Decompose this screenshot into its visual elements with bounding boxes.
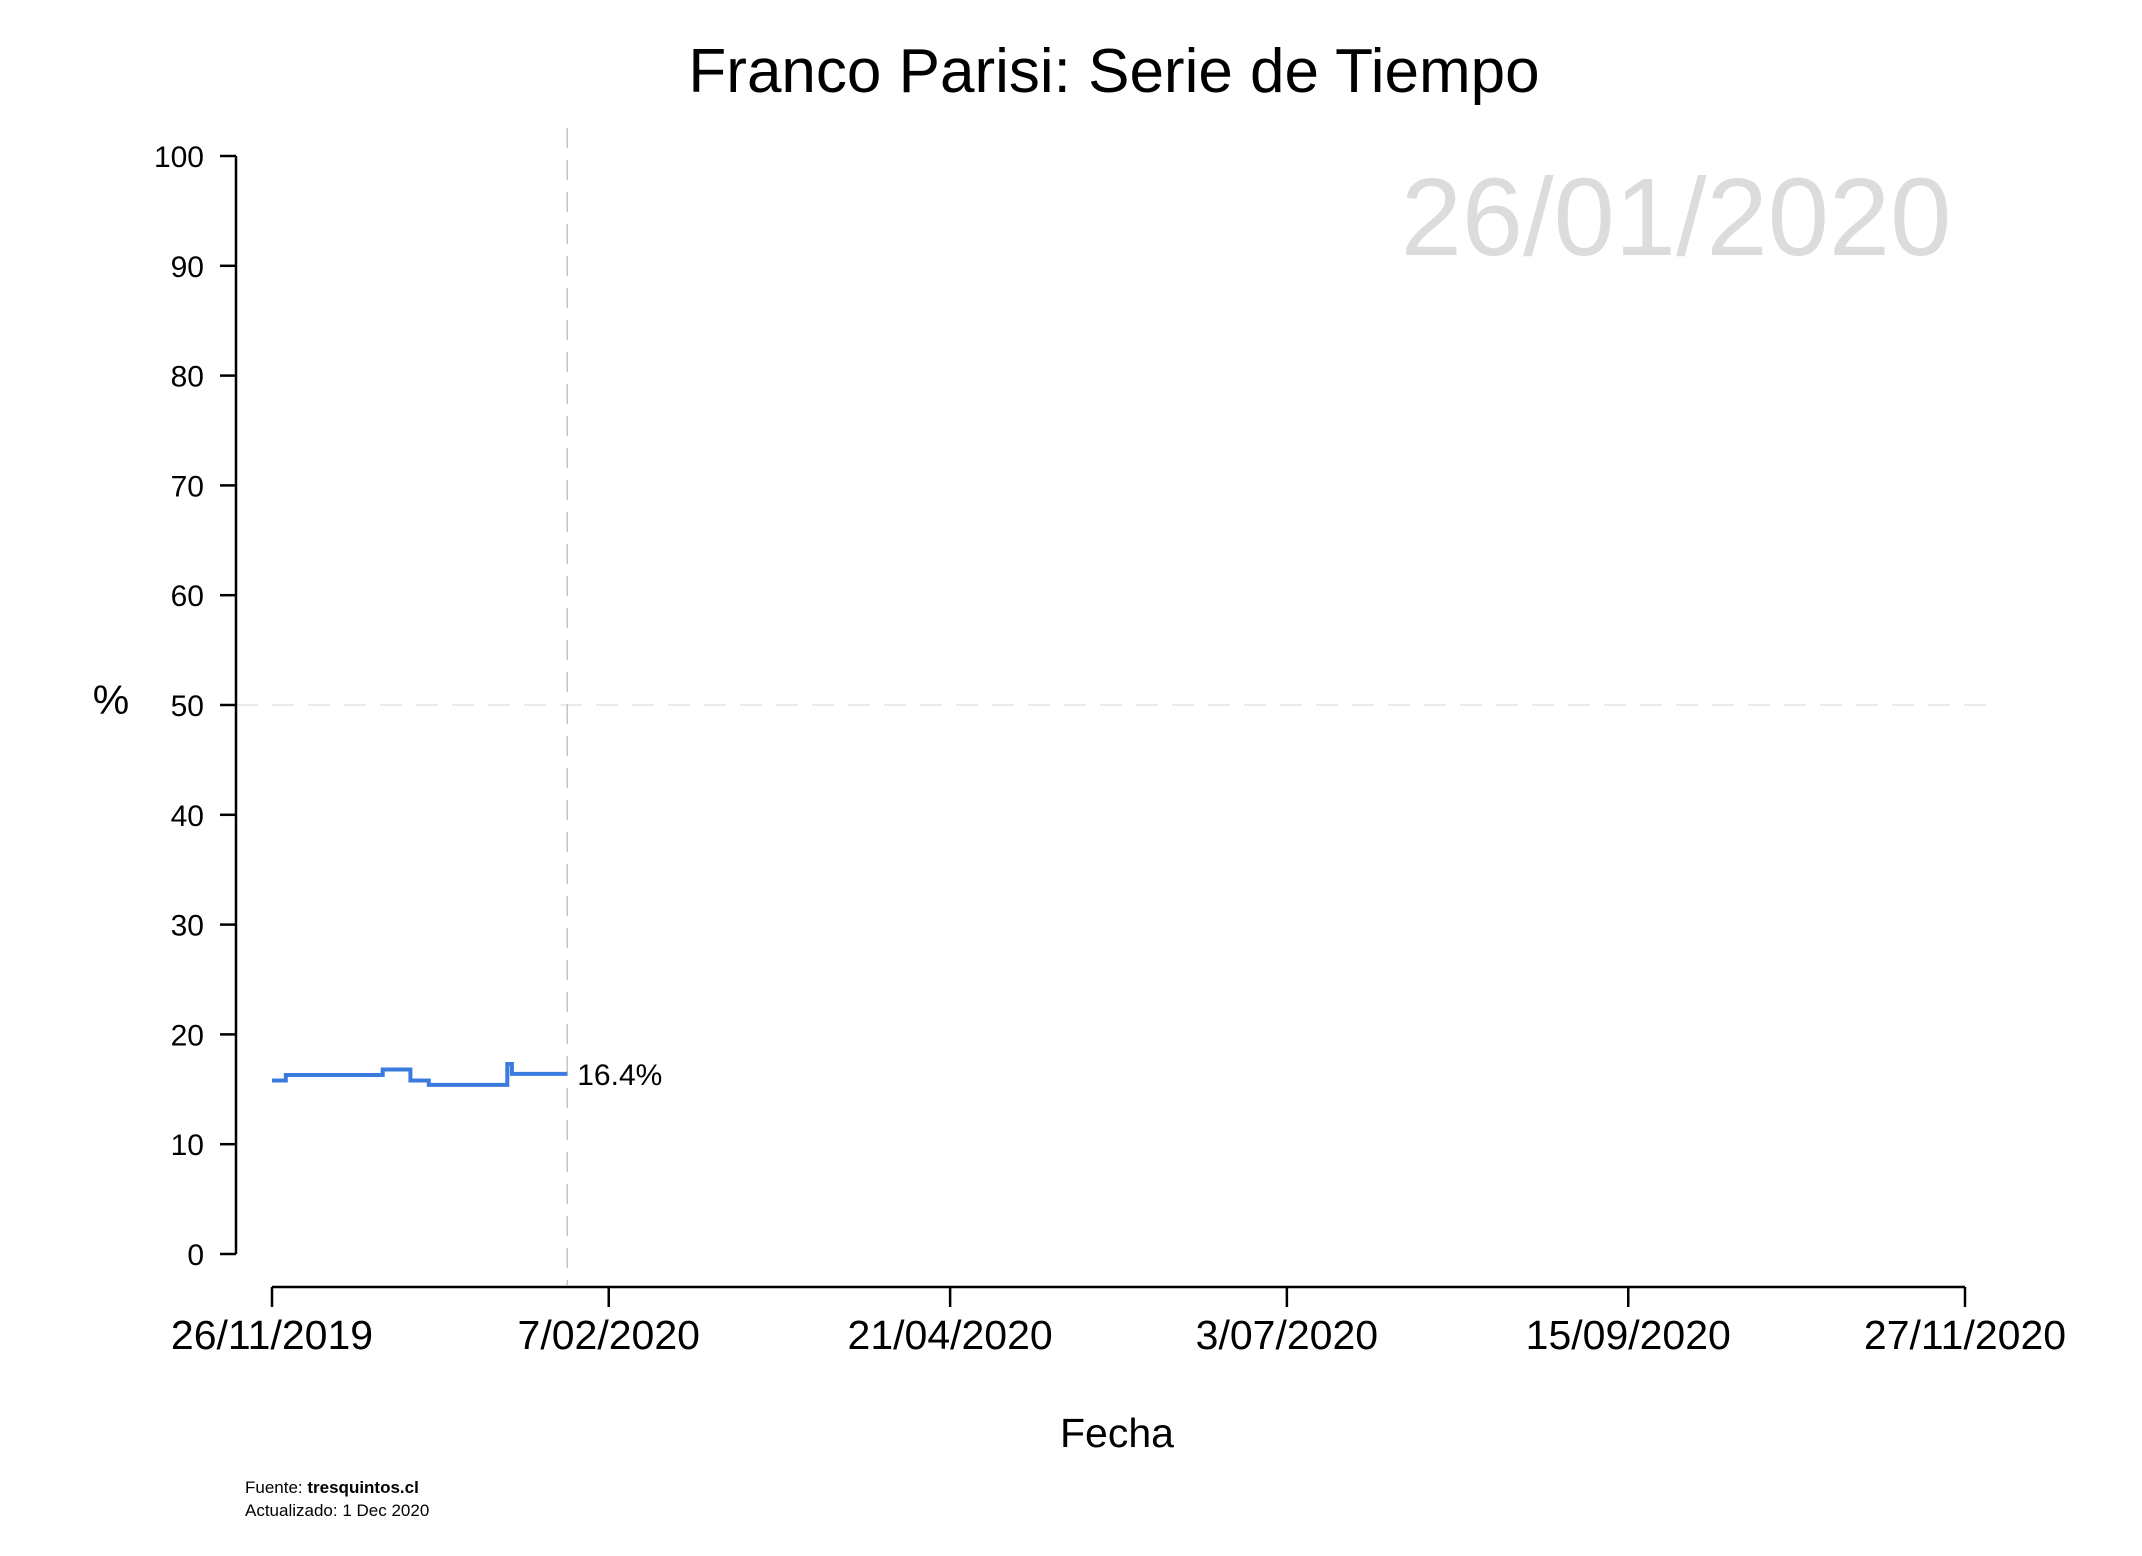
source-site: tresquintos.cl — [307, 1478, 418, 1497]
axes — [220, 154, 1967, 1307]
y-tick-label: 40 — [171, 800, 204, 833]
series — [272, 1062, 568, 1087]
updated-note: Actualizado: 1 Dec 2020 — [245, 1501, 429, 1520]
series-line — [272, 1062, 568, 1087]
source-label: Fuente: — [245, 1478, 307, 1497]
tick-labels: 0 10 20 30 40 50 60 70 80 90 100 26/11/2019 7/02/202… — [154, 141, 2066, 1358]
reference-lines — [236, 128, 2000, 1285]
source-note: Fuente: tresquintos.cl — [245, 1478, 419, 1497]
x-tick-label: 7/02/2020 — [518, 1312, 700, 1358]
y-axis-title: % — [93, 677, 129, 723]
y-tick-label: 60 — [171, 580, 204, 613]
x-tick-label: 26/11/2019 — [171, 1312, 373, 1358]
chart-title: Franco Parisi: Serie de Tiempo — [688, 37, 1539, 106]
y-tick-label: 10 — [171, 1129, 204, 1162]
y-tick-label: 90 — [171, 251, 204, 284]
y-tick-label: 50 — [171, 690, 204, 723]
y-tick-label: 30 — [171, 910, 204, 943]
watermark-date: 26/01/2020 — [1401, 156, 1952, 279]
x-axis-title: Fecha — [1060, 1410, 1174, 1456]
y-tick-label: 20 — [171, 1019, 204, 1052]
y-tick-label: 100 — [154, 141, 204, 174]
end-value-label: 16.4% — [577, 1059, 662, 1092]
x-tick-label: 21/04/2020 — [848, 1312, 1053, 1358]
x-tick-label: 3/07/2020 — [1196, 1312, 1378, 1358]
x-tick-label: 27/11/2020 — [1864, 1312, 2066, 1358]
y-tick-label: 70 — [171, 470, 204, 503]
y-tick-label: 0 — [187, 1239, 204, 1272]
x-tick-label: 15/09/2020 — [1526, 1312, 1731, 1358]
y-tick-label: 80 — [171, 361, 204, 394]
